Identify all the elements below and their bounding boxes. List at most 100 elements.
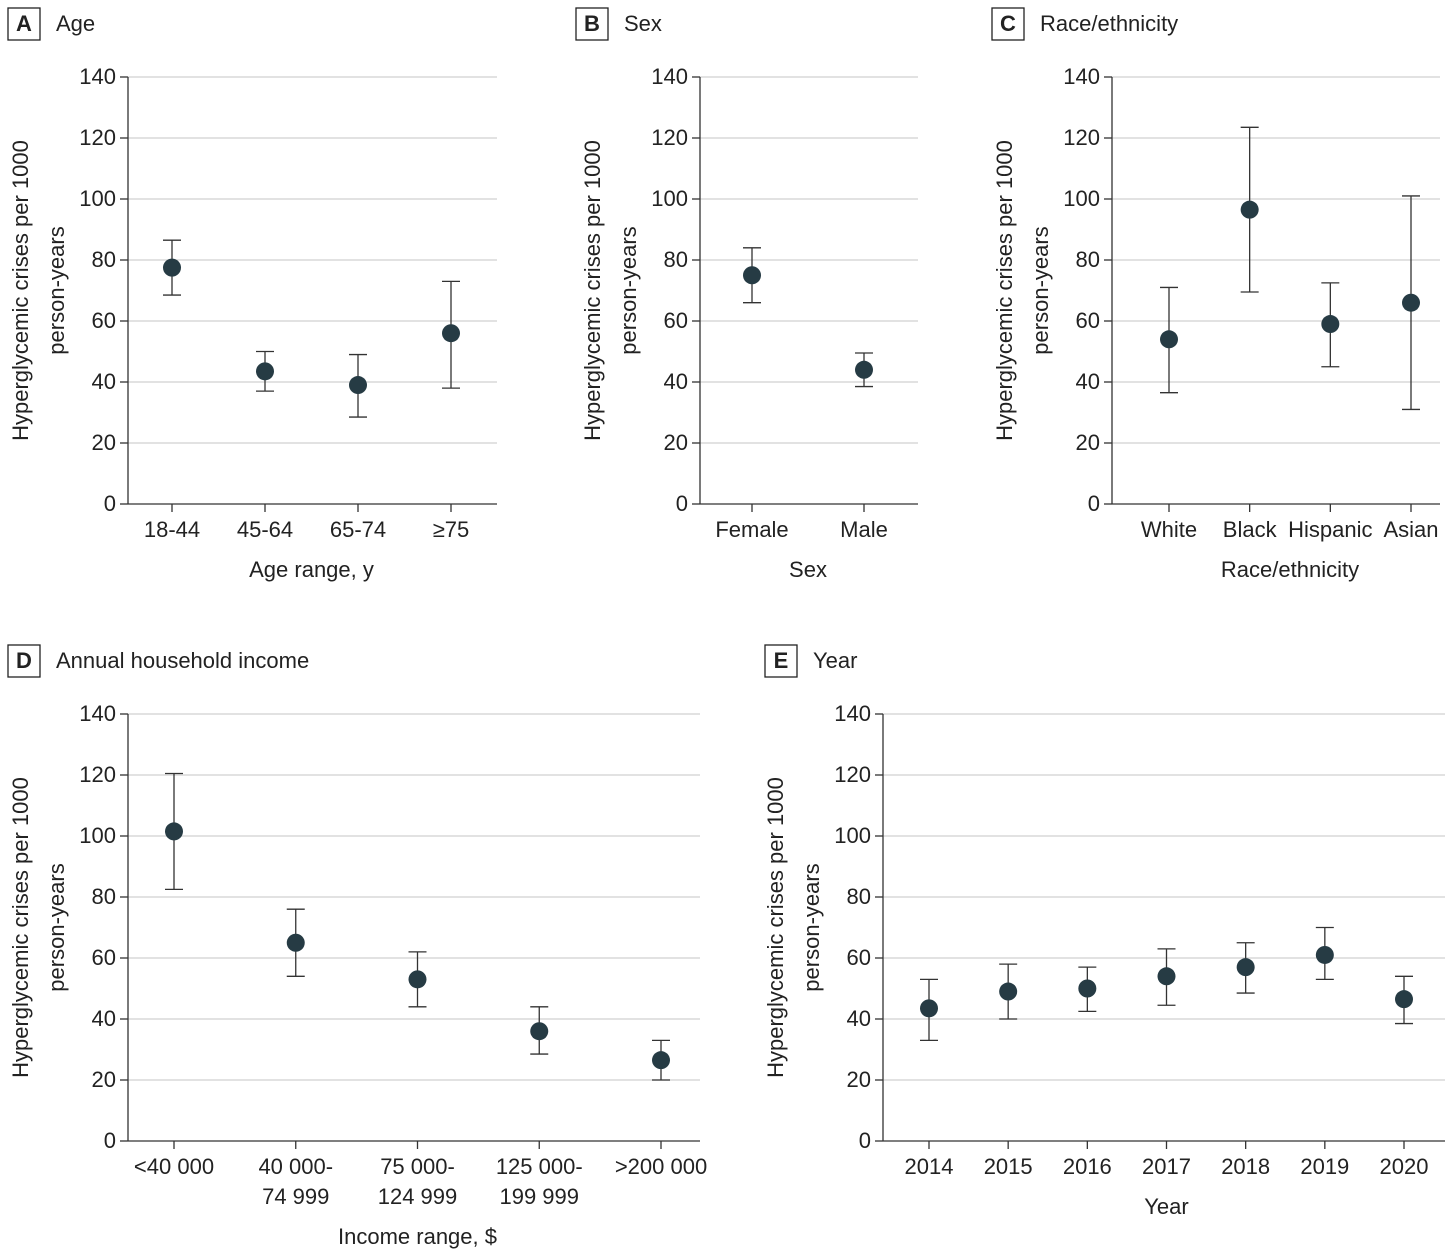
panel-letter-box — [575, 7, 609, 41]
point — [442, 324, 460, 343]
y-axis-label: Hyperglycemic crises per 1000 — [8, 140, 33, 441]
x-tick-label: 125 000-199 999 — [496, 1154, 583, 1209]
panel-title: Sex — [624, 11, 662, 36]
y-tick-label: 40 — [847, 1006, 871, 1031]
y-tick-label: 60 — [847, 945, 871, 970]
y-tick-label: 140 — [1063, 64, 1100, 89]
y-axis-label: Hyperglycemic crises per 1000 — [8, 777, 33, 1078]
panel-title: Year — [813, 648, 857, 673]
y-axis-label: Hyperglycemic crises per 1000 — [992, 140, 1017, 441]
y-tick-label: 40 — [92, 1006, 116, 1031]
y-tick-label: 80 — [1076, 247, 1100, 272]
y-tick-label: 0 — [104, 1128, 116, 1153]
y-tick-label: 140 — [79, 64, 116, 89]
y-tick-label: 140 — [651, 64, 688, 89]
x-axis-label: Income range, $ — [338, 1224, 497, 1249]
y-axis-label: person-years — [616, 226, 641, 354]
y-tick-label: 80 — [92, 247, 116, 272]
y-tick-label: 20 — [1076, 430, 1100, 455]
panel-title: Annual household income — [56, 648, 309, 673]
point — [1402, 293, 1420, 312]
panel-letter: A — [16, 11, 32, 36]
point — [1160, 330, 1178, 349]
point — [1157, 967, 1176, 986]
y-axis-label: person-years — [44, 863, 69, 991]
y-tick-label: 20 — [92, 1067, 116, 1092]
y-tick-label: 100 — [79, 823, 116, 848]
y-axis-label: Hyperglycemic crises per 1000 — [763, 777, 788, 1078]
point — [163, 258, 181, 277]
x-tick-label: Male — [840, 517, 888, 542]
x-axis-label: Year — [1144, 1194, 1188, 1219]
y-tick-label: 0 — [676, 491, 688, 516]
y-tick-label: 40 — [92, 369, 116, 394]
point — [349, 376, 367, 395]
panel-title: Race/ethnicity — [1040, 11, 1178, 36]
x-axis-label: Race/ethnicity — [1221, 557, 1359, 582]
y-tick-label: 140 — [834, 701, 871, 726]
panel-title: Age — [56, 11, 95, 36]
point — [530, 1022, 549, 1041]
point — [165, 822, 183, 841]
panel-letter: C — [1000, 11, 1016, 36]
panel-letter-box — [764, 644, 798, 678]
x-tick-label: Asian — [1383, 517, 1438, 542]
point — [1240, 200, 1259, 219]
point — [652, 1051, 670, 1070]
point — [1395, 990, 1413, 1009]
y-tick-label: 40 — [1076, 369, 1100, 394]
x-tick-label: 65-74 — [330, 517, 386, 542]
panel-letter-box — [991, 7, 1025, 41]
panel-letter-box — [7, 7, 41, 41]
y-axis-label: person-years — [44, 226, 69, 354]
x-tick-label: 40 000-74 999 — [258, 1154, 333, 1209]
y-tick-label: 140 — [79, 701, 116, 726]
y-tick-label: 20 — [92, 430, 116, 455]
x-tick-label: Female — [715, 517, 788, 542]
point — [855, 360, 873, 379]
y-tick-label: 120 — [651, 125, 688, 150]
y-tick-label: 60 — [1076, 308, 1100, 333]
y-tick-label: 20 — [664, 430, 688, 455]
y-tick-label: 0 — [104, 491, 116, 516]
x-tick-label: 2018 — [1221, 1154, 1270, 1179]
x-tick-label: 2016 — [1063, 1154, 1112, 1179]
x-tick-label: 2015 — [984, 1154, 1033, 1179]
x-tick-label: Black — [1223, 517, 1278, 542]
point — [408, 970, 427, 989]
panel-letter: B — [584, 11, 600, 36]
panel-letter: D — [16, 648, 32, 673]
x-tick-label: White — [1141, 517, 1197, 542]
x-axis-label: Age range, y — [249, 557, 374, 582]
y-tick-label: 80 — [847, 884, 871, 909]
y-tick-label: 100 — [651, 186, 688, 211]
y-axis-label: person-years — [799, 863, 824, 991]
point — [286, 933, 305, 952]
x-tick-label: 2020 — [1380, 1154, 1429, 1179]
y-tick-label: 100 — [79, 186, 116, 211]
x-axis-label: Sex — [789, 557, 827, 582]
x-tick-label: Hispanic — [1288, 517, 1372, 542]
y-tick-label: 80 — [92, 884, 116, 909]
y-axis-label: person-years — [1028, 226, 1053, 354]
y-tick-label: 120 — [79, 125, 116, 150]
point — [1236, 958, 1255, 977]
y-tick-label: 120 — [834, 762, 871, 787]
x-tick-label: ≥75 — [433, 517, 470, 542]
x-tick-label: 18-44 — [144, 517, 200, 542]
y-tick-label: 20 — [847, 1067, 871, 1092]
point — [1078, 979, 1097, 998]
x-tick-label: 2017 — [1142, 1154, 1191, 1179]
x-tick-label: 2019 — [1300, 1154, 1349, 1179]
y-tick-label: 0 — [1088, 491, 1100, 516]
x-tick-label: >200 000 — [615, 1154, 707, 1179]
y-tick-label: 80 — [664, 247, 688, 272]
point — [1321, 315, 1340, 334]
y-tick-label: 0 — [859, 1128, 871, 1153]
y-tick-label: 100 — [834, 823, 871, 848]
y-tick-label: 60 — [92, 308, 116, 333]
point — [999, 982, 1018, 1001]
x-tick-label: <40 000 — [134, 1154, 214, 1179]
y-tick-label: 40 — [664, 369, 688, 394]
